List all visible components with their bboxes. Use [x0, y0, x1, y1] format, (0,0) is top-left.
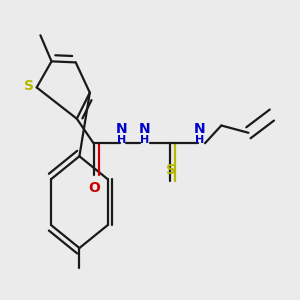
Text: N: N [139, 122, 151, 136]
Text: N: N [194, 122, 206, 136]
Text: H: H [195, 135, 204, 145]
Text: O: O [88, 181, 100, 194]
Text: S: S [23, 79, 34, 93]
Text: H: H [140, 135, 149, 145]
Text: H: H [117, 135, 126, 145]
Text: N: N [116, 122, 127, 136]
Text: S: S [166, 163, 176, 177]
